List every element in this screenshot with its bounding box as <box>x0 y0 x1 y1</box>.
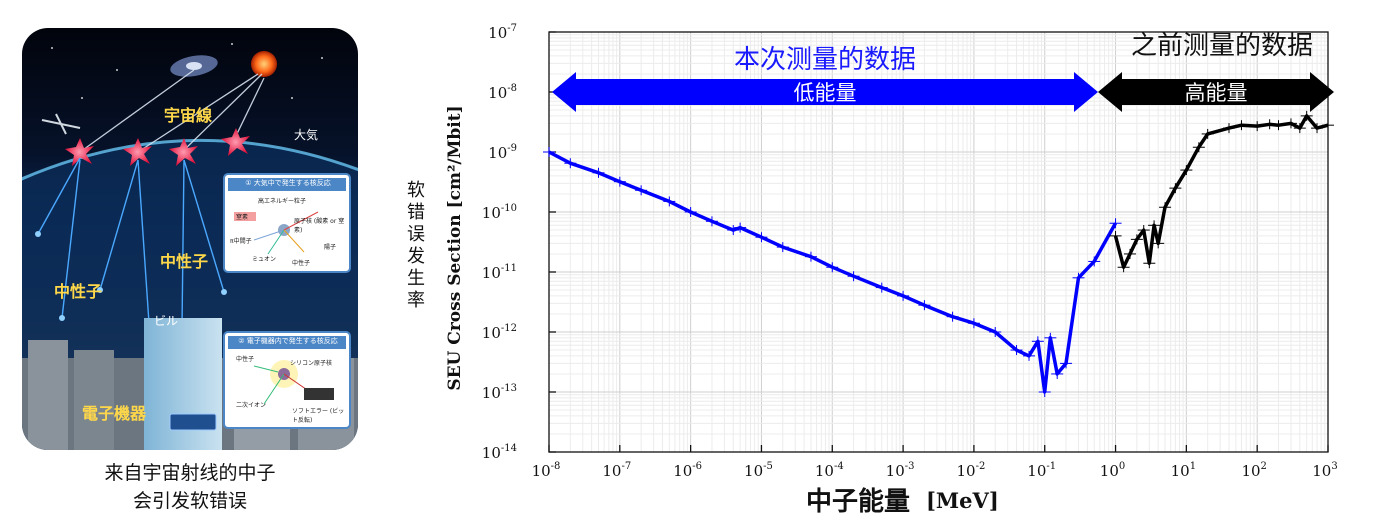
sun <box>251 51 277 77</box>
illustration-caption-line2: 会引发软错误 <box>132 490 247 512</box>
inset-panel-2 <box>223 331 351 429</box>
x-tick-label: 10-7 <box>602 461 631 480</box>
illustration-artwork <box>22 43 358 450</box>
illustration-caption-line1: 来自宇宙射线的中子 <box>104 462 276 484</box>
high-energy-label: 高能量 <box>1185 81 1248 105</box>
y-tick-label: 10-10 <box>482 203 517 222</box>
annotation-this-measurement: 本次测量的数据 <box>734 45 916 75</box>
plot-frame <box>548 31 1329 453</box>
y-tick-label: 10-11 <box>482 263 517 282</box>
series-line <box>548 150 1118 394</box>
label-cosmic-ray: 宇宙線 <box>164 106 213 125</box>
inset1-item: ミュオン <box>252 256 277 263</box>
y-tick-label: 10-8 <box>488 83 517 102</box>
label-neutron-left: 中性子 <box>54 282 103 301</box>
x-tick-label: 10-6 <box>673 461 702 480</box>
inset2-item: 中性子 <box>236 356 255 363</box>
inset2-item: ソフトエラー (ビット反転) <box>292 408 345 424</box>
label-atmosphere: 大気 <box>294 128 319 142</box>
range-arrows: 低能量 高能量 <box>552 72 1334 112</box>
inset2-item: 二次イオン <box>236 402 267 409</box>
x-tick-label: 10-2 <box>956 461 985 480</box>
electronic-device-box <box>169 413 217 431</box>
x-tick-label: 10-8 <box>532 461 561 480</box>
inset2-item: シリコン原子核 <box>290 360 333 367</box>
inset1-item: 陽子 <box>324 244 337 251</box>
high-energy-arrow <box>1098 72 1334 112</box>
x-tick-label: 10-4 <box>815 461 844 480</box>
x-tick-label: 103 <box>1312 461 1337 480</box>
y-axis-label-en: SEU Cross Section [cm²/Mbit] <box>445 105 465 390</box>
y-tick-label: 10-7 <box>488 23 517 42</box>
inset1-item: 原子核 (酸素 or 窒素) <box>294 218 345 234</box>
x-tick-label: 101 <box>1171 461 1196 480</box>
chart-ticks: 10-8 10-7 10-6 10-5 10-4 10-3 10-2 10-1 100 101 10… <box>482 23 1338 480</box>
series-layer <box>543 110 1334 397</box>
low-energy-label: 低能量 <box>794 81 857 105</box>
inset1-title: ① 大気中で発生する核反応 <box>245 179 331 187</box>
cosmic-ray-illustration: 宇宙線 大気 中性子 中性子 ビル 電子機器 ① 大気中で発生する核反応 高エネ… <box>22 28 358 450</box>
x-tick-label: 10-3 <box>886 461 915 480</box>
series-1 <box>543 147 1122 397</box>
neutron-trails <box>37 157 225 339</box>
annotation-previous-measurement: 之前测量的数据 <box>1131 31 1313 61</box>
cosmic-ray-lines <box>79 69 265 153</box>
space-station <box>41 113 81 135</box>
collision-bursts <box>65 128 250 166</box>
series-line <box>1113 114 1329 269</box>
inset1-item: 高エネルギー粒子 <box>258 198 307 205</box>
y-tick-label: 10-13 <box>482 383 517 402</box>
inset1-item: 中性子 <box>292 260 311 267</box>
x-axis-unit: [MeV] <box>926 488 999 513</box>
low-energy-arrow <box>552 72 1098 112</box>
y-tick-label: 10-14 <box>482 443 517 462</box>
label-neutron-center: 中性子 <box>160 252 209 271</box>
inset-panel-1 <box>223 173 351 273</box>
x-tick-label: 100 <box>1100 461 1125 480</box>
inset1-item: π中間子 <box>230 238 252 245</box>
label-building: ビル <box>154 314 179 328</box>
x-axis-label: 中子能量 <box>806 486 910 517</box>
y-tick-label: 10-9 <box>488 143 517 162</box>
inset1-item: 窒素 <box>236 214 249 221</box>
x-tick-label: 102 <box>1241 461 1266 480</box>
inset2-title: ② 電子機器内で発生する核反応 <box>238 337 338 345</box>
y-tick-label: 10-12 <box>482 323 517 342</box>
label-electronic-device: 電子機器 <box>82 404 147 423</box>
seu-cross-section-chart: 10-8 10-7 10-6 10-5 10-4 10-3 10-2 10-1 100 101 10… <box>407 23 1338 517</box>
stars <box>51 43 323 99</box>
x-tick-label: 10-5 <box>744 461 773 480</box>
y-axis-label-cn: 软错误发生率 <box>407 180 425 311</box>
series-2 <box>1109 110 1334 273</box>
x-tick-label: 10-1 <box>1027 461 1056 480</box>
